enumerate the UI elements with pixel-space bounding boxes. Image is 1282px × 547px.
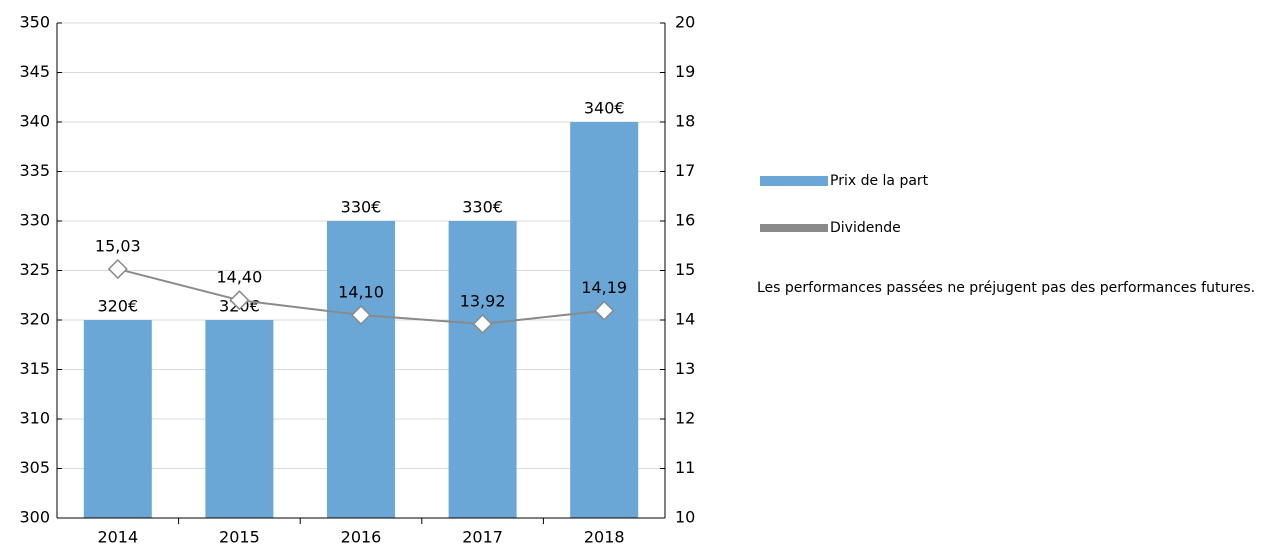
y2-tick-label: 14 xyxy=(675,310,695,329)
y2-tick-label: 12 xyxy=(675,409,695,428)
y2-tick-label: 18 xyxy=(675,112,695,131)
y-tick-label: 340 xyxy=(19,112,50,131)
y-tick-label: 350 xyxy=(19,13,50,32)
marker xyxy=(229,290,250,311)
y2-tick-label: 15 xyxy=(675,260,695,279)
marker xyxy=(107,258,128,280)
y-tick-label: 345 xyxy=(19,62,50,81)
bar-label: 330€ xyxy=(462,198,503,217)
bar xyxy=(205,320,274,518)
bar xyxy=(83,320,152,518)
marker xyxy=(594,300,615,321)
legend-label: Dividende xyxy=(830,220,901,236)
y-tick-label: 335 xyxy=(19,161,50,180)
y-tick-label: 310 xyxy=(19,409,50,428)
x-tick-label: 2016 xyxy=(341,528,382,547)
y2-tick-label: 13 xyxy=(675,359,695,378)
line-label: 14,40 xyxy=(216,268,262,287)
line-label: 13,92 xyxy=(460,291,506,310)
y2-tick-label: 16 xyxy=(675,211,695,230)
bar-label: 320€ xyxy=(97,297,138,316)
y2-tick-label: 17 xyxy=(675,161,695,180)
y2-tick-label: 20 xyxy=(675,13,695,32)
y-tick-label: 300 xyxy=(19,508,50,527)
note: Les performances passées ne préjugent pa… xyxy=(757,280,1255,296)
y-tick-label: 315 xyxy=(19,359,50,378)
x-tick-label: 2017 xyxy=(462,528,503,547)
y-tick-label: 320 xyxy=(19,310,50,329)
bar-label: 340€ xyxy=(584,99,625,118)
x-tick-label: 2015 xyxy=(219,528,260,547)
y2-tick-label: 19 xyxy=(675,62,695,81)
y-tick-label: 325 xyxy=(19,260,50,279)
y-tick-label: 330 xyxy=(19,211,50,230)
bar-label: 330€ xyxy=(341,198,382,217)
bar xyxy=(327,221,395,518)
line-label: 15,03 xyxy=(95,237,141,256)
legend-label: Prix de la part xyxy=(830,173,929,189)
y2-tick-label: 10 xyxy=(675,508,695,527)
legend-swatch xyxy=(760,224,828,232)
marker xyxy=(350,304,372,326)
y-tick-label: 305 xyxy=(19,458,50,477)
x-tick-label: 2014 xyxy=(97,528,138,547)
line-label: 14,10 xyxy=(338,283,384,302)
bar xyxy=(448,221,517,518)
y2-tick-label: 11 xyxy=(675,458,695,477)
marker xyxy=(472,313,493,335)
x-tick-label: 2018 xyxy=(584,528,625,547)
legend-swatch xyxy=(760,176,828,186)
line-label: 14,19 xyxy=(581,278,627,297)
